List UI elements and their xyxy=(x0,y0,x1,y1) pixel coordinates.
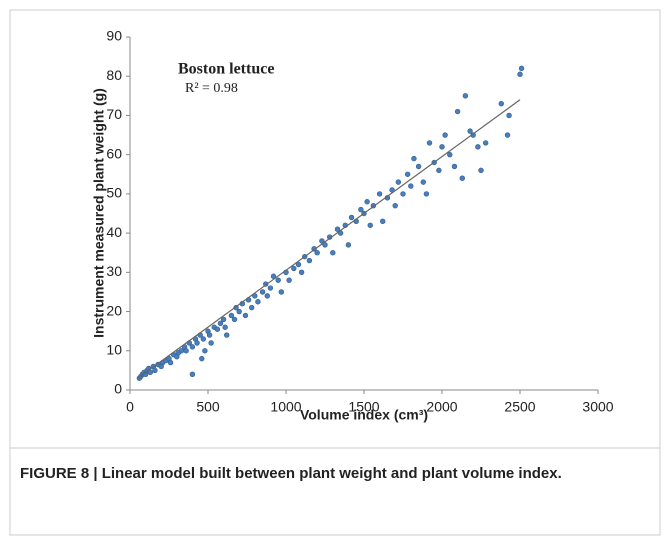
annotation: R² = 0.98 xyxy=(185,81,238,96)
frame xyxy=(9,9,661,536)
y-tick-label: 0 xyxy=(114,381,122,397)
point xyxy=(236,308,242,315)
point xyxy=(147,369,153,376)
point xyxy=(467,128,473,134)
point xyxy=(348,214,355,221)
y-tick-label: 70 xyxy=(106,106,122,122)
point xyxy=(278,289,285,295)
point xyxy=(478,167,484,174)
y-tick-label: 20 xyxy=(106,302,122,318)
point xyxy=(298,269,305,276)
point xyxy=(242,312,249,319)
point xyxy=(408,183,414,189)
x-tick-label: 2500 xyxy=(504,399,535,415)
point xyxy=(330,250,336,256)
y-tick-label: 50 xyxy=(106,185,122,201)
point xyxy=(358,206,364,213)
point xyxy=(208,340,214,346)
point xyxy=(400,191,406,197)
x-tick-label: 3000 xyxy=(582,399,613,415)
point xyxy=(167,359,174,366)
point xyxy=(420,179,426,185)
point xyxy=(518,65,525,72)
point xyxy=(380,218,386,225)
point xyxy=(451,163,458,170)
point xyxy=(220,316,227,323)
point xyxy=(411,155,417,162)
point xyxy=(189,371,196,378)
point xyxy=(364,199,370,205)
point xyxy=(295,261,302,268)
y-tick-label: 30 xyxy=(106,263,122,279)
point xyxy=(447,151,453,158)
point xyxy=(194,340,200,346)
point xyxy=(255,299,261,305)
point xyxy=(248,304,255,311)
point xyxy=(517,71,523,77)
point xyxy=(439,144,445,150)
point xyxy=(200,336,207,342)
point xyxy=(267,285,274,291)
point xyxy=(306,257,313,264)
point xyxy=(436,167,442,174)
point xyxy=(506,112,512,119)
point xyxy=(459,175,465,181)
y-tick-label: 90 xyxy=(106,28,122,44)
x-tick-label: 0 xyxy=(126,399,134,415)
point xyxy=(498,100,504,107)
y-tick-label: 80 xyxy=(106,67,122,83)
point xyxy=(231,316,238,323)
point xyxy=(423,191,430,197)
point xyxy=(462,93,469,99)
y-tick-label: 40 xyxy=(106,224,122,240)
point xyxy=(259,289,266,295)
point xyxy=(376,191,383,197)
point xyxy=(319,238,325,244)
point xyxy=(314,250,320,256)
point xyxy=(222,324,228,330)
point xyxy=(291,265,297,272)
point xyxy=(442,132,448,138)
point xyxy=(415,163,422,170)
point xyxy=(395,179,402,185)
point xyxy=(504,132,511,138)
chart-title: Boston lettuce xyxy=(178,61,274,78)
point xyxy=(199,355,205,362)
point xyxy=(152,367,158,374)
point xyxy=(392,202,398,209)
x-tick-label: 500 xyxy=(196,399,220,415)
point xyxy=(183,348,189,354)
point xyxy=(426,140,433,146)
point xyxy=(189,344,196,350)
y-axis-label: Instrument measured plant weight (g) xyxy=(91,88,107,338)
caption: FIGURE 8 | Linear model built between pl… xyxy=(20,465,562,482)
point xyxy=(275,277,281,283)
point xyxy=(404,171,411,177)
point xyxy=(367,222,373,228)
point xyxy=(286,277,292,283)
x-tick-label: 1500 xyxy=(348,399,379,415)
point xyxy=(206,332,213,338)
point xyxy=(482,140,489,146)
y-tick-label: 10 xyxy=(106,341,122,357)
point xyxy=(217,320,224,327)
x-tick-label: 2000 xyxy=(426,399,457,415)
point xyxy=(228,312,235,319)
point xyxy=(345,242,352,248)
x-tick-label: 1000 xyxy=(270,399,301,415)
y-tick-label: 60 xyxy=(106,145,122,161)
fit-line xyxy=(137,99,521,379)
point xyxy=(475,144,481,150)
point xyxy=(224,332,230,338)
x-axis-label: Volume index (cm³) xyxy=(300,407,428,423)
point xyxy=(202,348,208,354)
point xyxy=(264,293,270,299)
point xyxy=(454,108,461,115)
point xyxy=(334,226,341,232)
point xyxy=(214,326,221,332)
